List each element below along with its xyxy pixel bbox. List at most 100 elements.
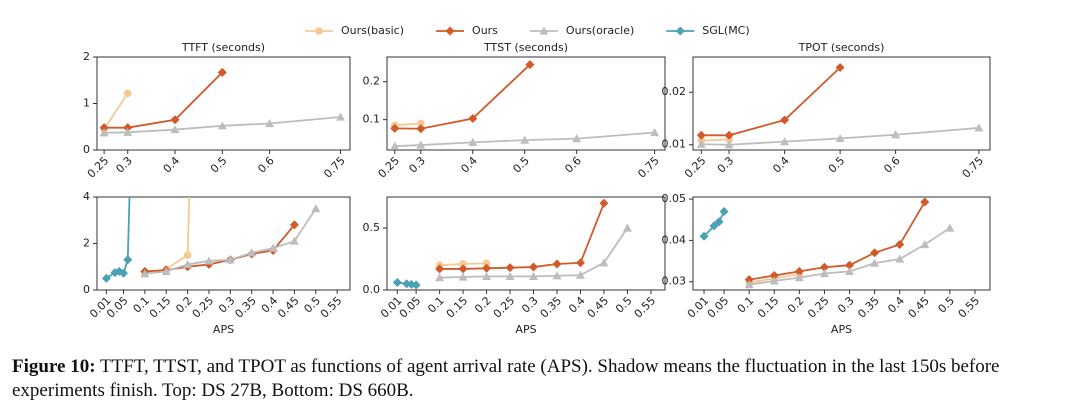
marker <box>468 113 478 123</box>
marker <box>217 121 227 130</box>
x-tick-label: 0.25 <box>682 154 709 181</box>
marker <box>217 67 227 77</box>
series-line <box>749 227 951 286</box>
marker <box>744 280 754 289</box>
y-tick-label: 0 <box>83 143 90 156</box>
legend-marker <box>675 26 685 36</box>
marker <box>575 270 585 279</box>
marker <box>416 124 426 134</box>
marker <box>482 271 492 280</box>
series-line <box>103 92 129 130</box>
y-tick-label: 2 <box>83 50 90 63</box>
x-tick-label: 0.15 <box>755 294 782 321</box>
marker <box>170 115 180 125</box>
x-tick-label: 0.3 <box>835 294 857 316</box>
plot-area <box>101 197 321 283</box>
x-tick-label: 0.25 <box>376 154 403 181</box>
x-tick-label: 0.05 <box>705 294 732 321</box>
plot-area <box>99 67 346 137</box>
marker <box>390 123 400 133</box>
marker <box>140 269 150 278</box>
series-line <box>104 71 223 129</box>
marker <box>392 278 402 288</box>
marker <box>920 240 930 249</box>
marker <box>724 140 734 149</box>
x-tick-label: 0.6 <box>255 154 277 176</box>
marker <box>161 266 171 275</box>
marker <box>794 266 804 276</box>
y-tick-label: 0.0 <box>363 283 381 296</box>
marker <box>622 223 632 232</box>
marker <box>696 139 706 148</box>
x-axis-label: APS <box>515 323 536 336</box>
y-tick-label: 0.01 <box>662 138 687 151</box>
x-tick-label: 0.15 <box>444 294 471 321</box>
marker <box>416 140 426 149</box>
x-tick-label: 0.45 <box>585 294 612 321</box>
marker <box>780 115 790 125</box>
marker <box>719 206 729 216</box>
x-tick-label: 0.35 <box>232 294 259 321</box>
plot-area <box>392 198 632 290</box>
marker <box>123 127 133 136</box>
marker <box>744 275 754 285</box>
x-tick-label: 0.5 <box>936 294 958 316</box>
marker <box>552 271 562 280</box>
series-line <box>394 122 421 127</box>
legend-label: Ours(basic) <box>341 24 404 37</box>
y-tick-label: 0.04 <box>662 233 687 246</box>
marker <box>505 263 515 273</box>
marker <box>435 273 445 282</box>
x-tick-label: 0.55 <box>318 294 345 321</box>
marker <box>416 119 425 128</box>
marker <box>123 255 133 265</box>
marker <box>101 273 111 283</box>
series-line <box>701 127 979 146</box>
x-tick-label: 0.75 <box>321 154 348 181</box>
series-line <box>701 66 841 137</box>
marker <box>458 272 468 281</box>
x-tick-label: 0.25 <box>190 294 217 321</box>
legend-marker <box>539 26 549 35</box>
series-line <box>104 116 341 134</box>
marker <box>529 271 539 280</box>
y-tick-label: 0.1 <box>363 113 381 126</box>
marker <box>459 260 467 268</box>
y-tick-label: 0.2 <box>363 75 381 88</box>
marker <box>769 271 779 281</box>
series-line <box>394 63 531 130</box>
x-tick-label: 0.45 <box>906 294 933 321</box>
marker <box>819 262 829 272</box>
y-tick-label: 4 <box>83 190 90 203</box>
marker <box>599 258 609 267</box>
y-tick-label: 1 <box>83 97 90 110</box>
marker <box>552 259 562 269</box>
x-tick-label: 0.5 <box>510 154 532 176</box>
x-tick-label: 0.01 <box>685 294 712 321</box>
marker <box>870 258 880 267</box>
marker <box>575 258 585 268</box>
x-tick-label: 0.4 <box>161 154 183 176</box>
marker <box>170 125 180 134</box>
marker <box>225 255 235 264</box>
x-tick-label: 0.5 <box>826 154 848 176</box>
plot-area <box>699 197 955 289</box>
marker <box>769 276 779 285</box>
x-tick-label: 0.05 <box>397 294 424 321</box>
marker <box>482 259 491 268</box>
marker <box>289 220 299 230</box>
x-tick-label: 0.2 <box>785 294 807 316</box>
x-tick-label: 0.6 <box>562 154 584 176</box>
marker <box>650 128 660 137</box>
marker <box>289 236 299 245</box>
marker <box>123 123 133 133</box>
marker <box>458 264 468 274</box>
axes-frame <box>386 196 666 291</box>
marker <box>529 262 539 272</box>
x-tick-label: 0.55 <box>632 294 659 321</box>
series-line <box>439 202 605 270</box>
marker <box>945 223 955 232</box>
x-tick-label: 0.15 <box>147 294 174 321</box>
marker <box>99 128 109 137</box>
